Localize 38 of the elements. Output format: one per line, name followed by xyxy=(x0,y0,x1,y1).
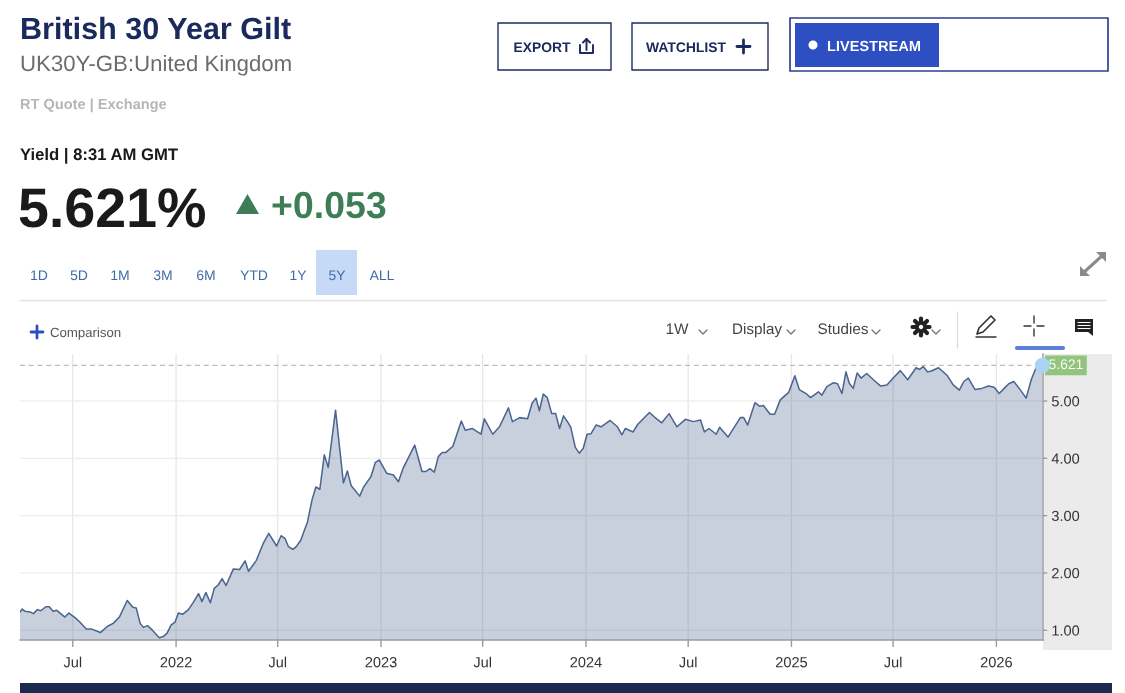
x-tick-label: 2025 xyxy=(775,657,808,668)
y-tick-label: 2.00 xyxy=(1052,568,1080,579)
ref-line-label: 5.621 xyxy=(1049,359,1083,370)
text: 1M xyxy=(111,270,129,280)
text: 5D xyxy=(70,270,88,281)
text: 5Y xyxy=(329,270,346,281)
x-tick-label: 2022 xyxy=(160,657,192,668)
x-tick-label: 2026 xyxy=(980,657,1012,668)
text: Comparison xyxy=(50,327,121,340)
chart-title: British 30 Year Gilt xyxy=(22,16,291,40)
y-tick-label: 4.00 xyxy=(1051,453,1080,464)
y-tick-label: 3.00 xyxy=(1051,510,1080,522)
text: RT Quote | Exchange xyxy=(20,98,167,113)
x-tick-label: Jul xyxy=(268,656,287,668)
chart-subtitle: UK30Y-GB:United Kingdom xyxy=(21,54,291,76)
x-tick-label: Jul xyxy=(679,656,697,668)
y-tick-label: 1.00 xyxy=(1052,625,1080,636)
y-tick-label: 5.00 xyxy=(1051,396,1080,407)
text: YTD xyxy=(240,270,268,280)
text: 1Y xyxy=(290,270,307,280)
text: WATCHLIST xyxy=(646,42,726,53)
text: Studies xyxy=(818,322,868,335)
text: +0.053 xyxy=(272,191,386,219)
x-tick-label: Jul xyxy=(883,656,902,668)
text: 5.621% xyxy=(19,188,205,228)
text: 6M xyxy=(197,270,215,281)
text: Display xyxy=(733,322,783,338)
text: EXPORT xyxy=(514,42,571,53)
x-tick-label: Jul xyxy=(63,656,82,668)
x-tick-label: 2024 xyxy=(570,657,602,668)
text: 1W xyxy=(666,323,689,334)
x-tick-label: Jul xyxy=(473,656,491,668)
x-tick-label: 2023 xyxy=(365,657,397,668)
text: 3M xyxy=(153,270,172,281)
text: ALL xyxy=(369,270,394,280)
text: LIVESTREAM xyxy=(827,40,921,52)
text: Yield | 8:31 AM GMT xyxy=(20,147,178,164)
text: 1D xyxy=(31,270,48,280)
